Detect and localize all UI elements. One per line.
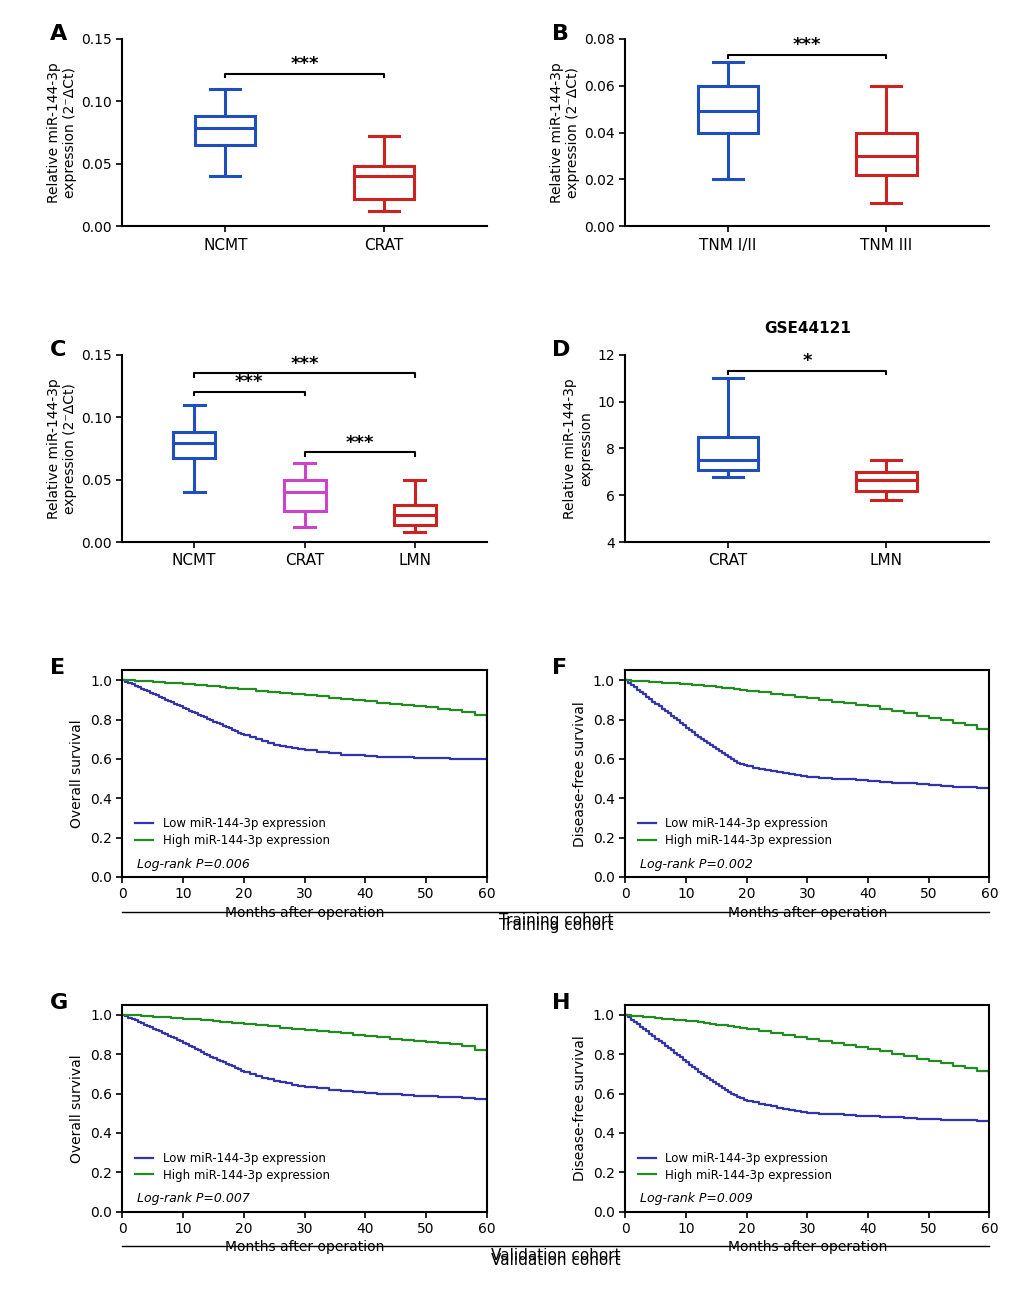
Text: G: G	[50, 993, 67, 1013]
Bar	[195, 116, 255, 146]
Bar	[697, 85, 757, 133]
X-axis label: Months after operation: Months after operation	[727, 1240, 887, 1254]
Text: Log-rank P=0.002: Log-rank P=0.002	[639, 857, 752, 871]
Text: H: H	[551, 993, 571, 1013]
Text: A: A	[50, 23, 66, 44]
Bar	[393, 505, 435, 525]
Legend: Low miR-144-3p expression, High miR-144-3p expression: Low miR-144-3p expression, High miR-144-…	[634, 813, 836, 851]
Bar	[856, 133, 916, 175]
X-axis label: Months after operation: Months after operation	[224, 906, 384, 919]
Y-axis label: Disease-free survival: Disease-free survival	[573, 701, 587, 847]
Text: ***: ***	[290, 354, 319, 373]
Y-axis label: Relative miR-144-3p
expression (2⁻ΔCt): Relative miR-144-3p expression (2⁻ΔCt)	[47, 62, 77, 202]
Text: Validation cohort: Validation cohort	[490, 1253, 621, 1268]
X-axis label: Months after operation: Months after operation	[727, 906, 887, 919]
Bar	[283, 480, 325, 510]
Text: D: D	[551, 339, 570, 360]
Legend: Low miR-144-3p expression, High miR-144-3p expression: Low miR-144-3p expression, High miR-144-…	[634, 1148, 836, 1185]
Y-axis label: Overall survival: Overall survival	[70, 719, 85, 828]
Y-axis label: Relative miR-144-3p
expression (2⁻ΔCt): Relative miR-144-3p expression (2⁻ΔCt)	[47, 378, 77, 518]
Text: Log-rank P=0.009: Log-rank P=0.009	[639, 1192, 752, 1205]
Text: B: B	[551, 23, 569, 44]
Y-axis label: Disease-free survival: Disease-free survival	[573, 1035, 587, 1181]
Text: ***: ***	[234, 374, 263, 392]
Text: ***: ***	[792, 36, 820, 54]
Text: F: F	[551, 659, 567, 678]
Text: E: E	[50, 659, 64, 678]
Text: C: C	[50, 339, 66, 360]
Text: *: *	[802, 352, 811, 370]
Y-axis label: Relative miR-144-3p
expression (2⁻ΔCt): Relative miR-144-3p expression (2⁻ΔCt)	[549, 62, 579, 202]
Bar	[354, 166, 414, 199]
Text: Log-rank P=0.007: Log-rank P=0.007	[137, 1192, 250, 1205]
Y-axis label: Overall survival: Overall survival	[70, 1054, 85, 1163]
Text: ***: ***	[290, 55, 319, 73]
Bar	[856, 472, 916, 491]
Text: Training cohort: Training cohort	[498, 918, 612, 933]
Text: GSE44121: GSE44121	[763, 321, 850, 336]
Legend: Low miR-144-3p expression, High miR-144-3p expression: Low miR-144-3p expression, High miR-144-…	[131, 1148, 333, 1185]
Text: Training cohort: Training cohort	[498, 913, 612, 928]
Text: Validation cohort: Validation cohort	[490, 1248, 621, 1263]
Y-axis label: Relative miR-144-3p
expression: Relative miR-144-3p expression	[562, 378, 592, 518]
Legend: Low miR-144-3p expression, High miR-144-3p expression: Low miR-144-3p expression, High miR-144-…	[131, 813, 333, 851]
Text: ***: ***	[345, 433, 374, 451]
X-axis label: Months after operation: Months after operation	[224, 1240, 384, 1254]
Bar	[697, 437, 757, 469]
Bar	[173, 432, 215, 459]
Text: Log-rank P=0.006: Log-rank P=0.006	[137, 857, 250, 871]
